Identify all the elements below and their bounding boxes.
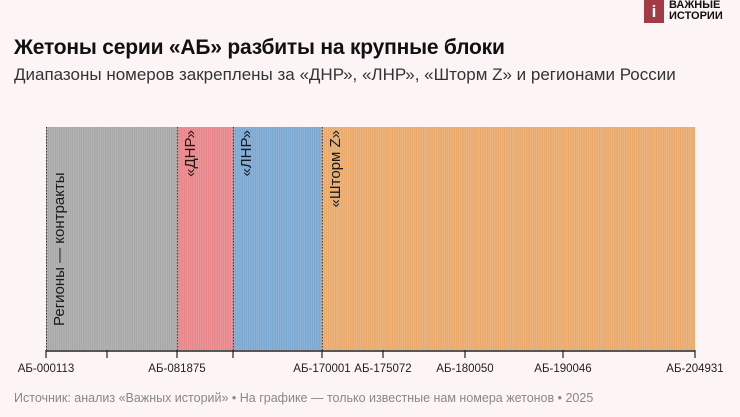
logo-line-2: ИСТОРИИ [669, 10, 723, 22]
segment-bar [232, 127, 322, 350]
segment-label: «ЛНР» [238, 130, 255, 177]
logo: i ВАЖНЫЕ ИСТОРИИ [644, 0, 723, 23]
segment-bar [321, 127, 695, 350]
x-tick-label: АБ-180050 [436, 363, 493, 375]
x-tick-label: АБ-170001 [293, 363, 350, 375]
logo-text: ВАЖНЫЕ ИСТОРИИ [669, 0, 723, 22]
segment-bar [177, 127, 233, 350]
x-tick-label: АБ-000113 [18, 363, 75, 375]
segment-bar [46, 127, 178, 350]
x-tick-label: АБ-190046 [534, 363, 591, 375]
chart-subtitle: Диапазоны номеров закреплены за «ДНР», «… [14, 65, 676, 84]
segment-label: «ДНР» [182, 130, 199, 177]
chart-title: Жетоны серии «АБ» разбиты на крупные бло… [14, 36, 505, 59]
source-note: Источник: анализ «Важных историй» • На г… [14, 391, 594, 405]
segment-label: «Шторм Z» [327, 130, 344, 207]
segment-label: Регионы — контракты [51, 172, 68, 326]
x-tick-label: АБ-081875 [148, 363, 205, 375]
logo-line-1: ВАЖНЫЕ [669, 0, 721, 11]
logo-mark: i [644, 0, 664, 23]
x-tick-label: АБ-204931 [666, 363, 723, 375]
x-tick-label: АБ-175072 [354, 363, 411, 375]
